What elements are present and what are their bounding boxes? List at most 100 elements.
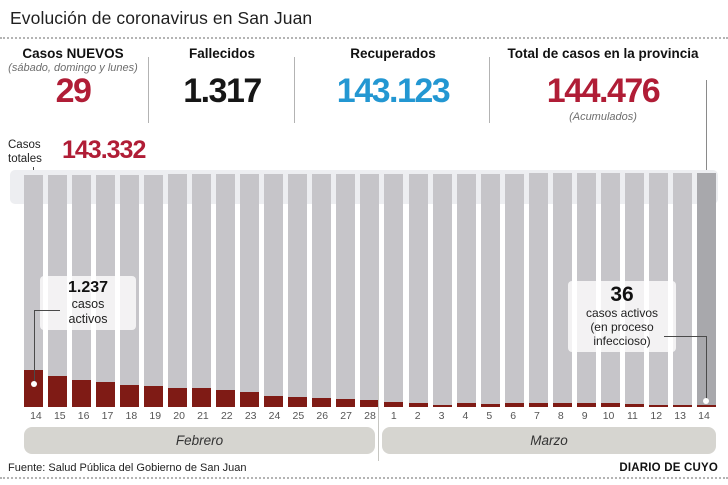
bar-casos-activos [456,403,476,407]
month-band-marzo: Marzo [382,427,716,454]
day-label: 19 [149,410,162,422]
bar-casos-activos [648,405,668,407]
bar-casos-activos [288,397,308,407]
stat-recuperados: Recuperados 143.123 [298,46,488,110]
bar-casos-activos [432,405,452,407]
day-label: 8 [557,410,564,422]
day-label: 22 [220,410,233,422]
bar-casos-activos [480,404,500,407]
bar-casos-activos [504,403,524,407]
day-label: 4 [462,410,469,422]
day-label: 20 [173,410,185,422]
bar-casos-activos [240,392,260,407]
annotation-line: activos [68,311,108,326]
bar-casos-totales [432,174,452,407]
page-title: Evolución de coronavirus en San Juan [10,8,313,28]
day-label: 2 [414,410,421,422]
day-label: 27 [340,410,352,422]
day-label: 23 [244,410,257,422]
x-axis-day-labels: 14 15 16 17 18 19 20 21 22 23 24 25 26 27 28 1 2 3 4 5 6 7 8 9 1… [24,410,716,422]
stat-sublabel: (Acumulados) [569,110,637,123]
bar-casos-totales [336,174,356,407]
day-label: 24 [268,410,281,422]
annotation-casos-activos-inicio: 1.237 casos activos [40,276,136,330]
bar-casos-totales [288,174,308,407]
bar-casos-totales [456,174,476,407]
stat-casos-nuevos: Casos NUEVOS (sábado, domingo y lunes) 2… [2,46,144,110]
bar-casos-totales [552,173,572,407]
bar-casos-totales [528,173,548,407]
annotation-left-connector-h [34,310,60,311]
bar-casos-activos [24,370,43,407]
bar-casos-totales [360,174,380,407]
annotation-casos-activos-fin: 36 casos activos (en proceso infeccioso) [568,281,676,352]
annotation-right-dot [703,398,709,404]
month-divider-line [378,376,379,461]
bar-casos-activos [552,403,572,407]
bar-casos-activos [528,403,548,407]
stat-fallecidos: Fallecidos 1.317 [152,46,292,110]
bar-casos-totales [480,174,500,407]
bar-casos-activos [120,385,140,407]
stat-value: 144.476 [546,72,661,110]
bar-casos-activos [696,405,716,407]
annotation-line: infeccioso) [593,334,651,349]
bar-casos-totales [264,174,284,407]
stat-label: Casos NUEVOS [22,46,124,61]
stat-value: 29 [55,72,92,110]
bar-casos-totales [312,174,332,407]
bar-casos-totales [168,174,188,407]
day-label: 17 [101,410,114,422]
bar-casos-activos [624,404,644,407]
day-label: 1 [390,410,397,422]
bar-casos-activos [216,390,236,407]
bar-casos-totales [384,174,404,407]
bar-casos-activos [336,399,356,407]
top-dotted-rule [0,37,728,39]
stat-label: Recuperados [350,46,436,61]
annotation-right-connector-v [706,336,707,401]
day-label: 25 [292,410,305,422]
day-label: 28 [364,410,376,422]
bar-casos-totales [408,174,428,407]
day-label: 9 [581,410,588,422]
source-credit: Fuente: Salud Pública del Gobierno de Sa… [8,462,247,474]
day-label: 14 [30,410,42,422]
bar-casos-totales [192,174,212,407]
annotation-right-connector-h [664,336,706,337]
day-label: 16 [77,410,90,422]
annotation-left-connector-v [34,310,35,384]
casos-totales-value: 143.332 [62,136,146,164]
bottom-dotted-rule [0,477,728,479]
bar-casos-activos [264,396,284,407]
day-label: 6 [510,410,517,422]
day-label: 13 [674,410,686,422]
bar-casos-activos [192,388,212,407]
total-final-connector-line [706,80,707,172]
annotation-line: casos [71,297,105,311]
stat-value: 143.123 [336,72,451,110]
stat-total-provincia: Total de casos en la provincia 144.476 (… [494,46,712,123]
header-divider [148,57,149,123]
annotation-line: casos activos [585,306,659,321]
day-label: 5 [486,410,493,422]
bar-casos-totales [696,173,716,407]
bar-casos-totales [504,174,524,407]
day-label: 3 [438,410,445,422]
bar-casos-activos [360,400,380,407]
annotation-left-dot [31,381,37,387]
stat-sublabel: (sábado, domingo y lunes) [8,62,138,74]
stat-label: Total de casos en la provincia [507,46,699,61]
casos-totales-label: Casos totales [8,139,42,165]
day-label: 11 [626,410,638,422]
bar-casos-activos [576,403,596,407]
annotation-line: (en proceso [590,320,654,335]
bar-casos-totales [24,175,43,407]
day-label: 12 [650,410,663,422]
bar-casos-activos [312,398,332,407]
bar-casos-activos [96,382,116,407]
stat-label: Fallecidos [188,46,256,61]
day-label: 14 [698,410,710,422]
annotation-value: 1.237 [67,279,109,296]
